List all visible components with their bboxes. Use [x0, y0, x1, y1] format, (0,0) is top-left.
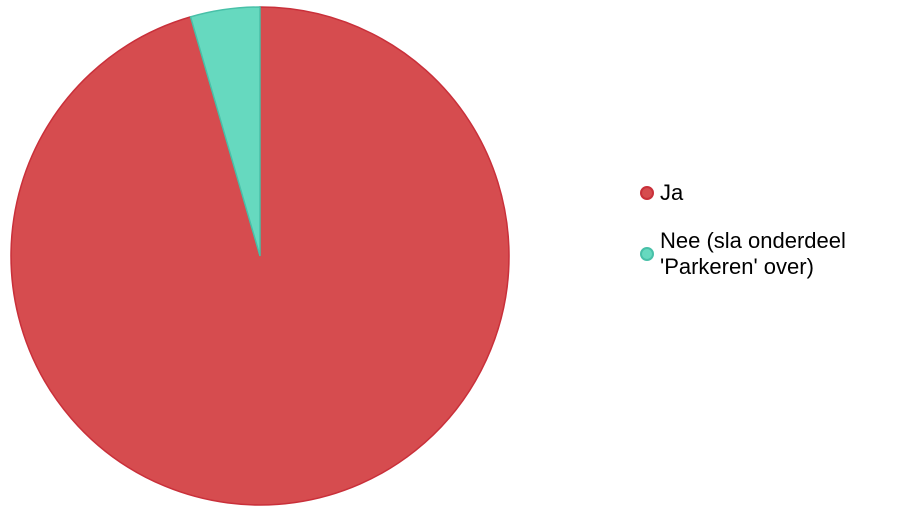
legend-swatch-nee-icon [640, 247, 654, 261]
legend-item-ja[interactable]: Ja [640, 180, 910, 206]
legend-label-ja: Ja [660, 180, 684, 205]
legend-item-nee[interactable]: Nee (sla onderdeel 'Parkeren' over) [640, 228, 910, 280]
legend-swatch-ja-icon [640, 186, 654, 200]
legend-label-nee: Nee (sla onderdeel 'Parkeren' over) [660, 228, 846, 279]
legend: Ja Nee (sla onderdeel 'Parkeren' over) [640, 180, 910, 302]
pie-slice-1[interactable] [189, 6, 261, 257]
